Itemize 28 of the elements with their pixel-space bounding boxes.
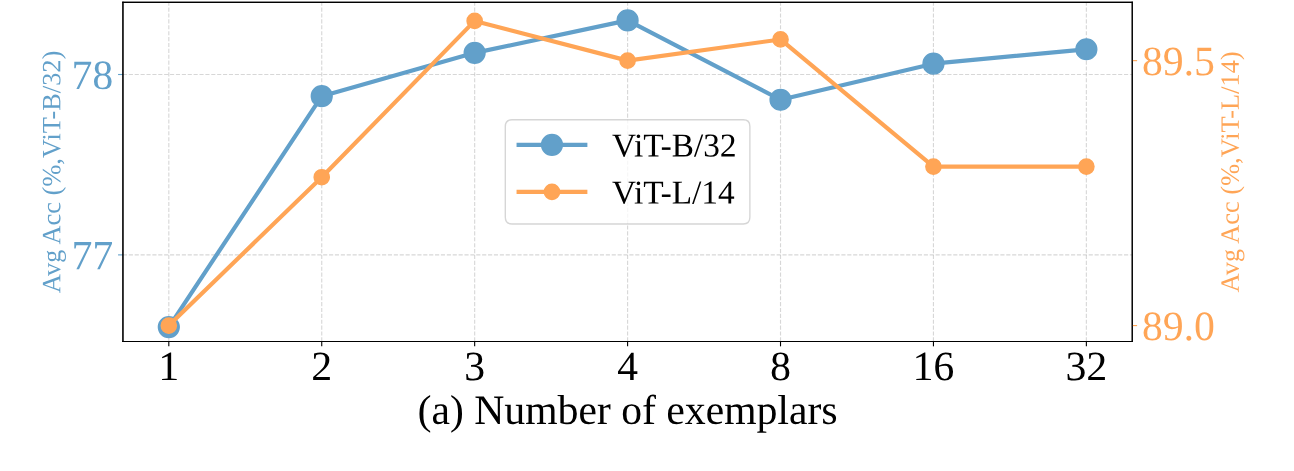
x-tick-label: 32 [1067,352,1105,381]
point [1075,38,1098,61]
point [616,9,639,32]
y2-axis-title: Avg Acc (%,ViT-L/14) [1220,52,1245,293]
x-tick-label: 2 [313,352,330,381]
y2-tick-label: 89.5 [1143,47,1214,76]
x-tick-label: 4 [617,352,638,381]
point [466,12,483,30]
point [313,168,331,186]
y-tick-label: 78 [74,61,112,90]
point [310,85,333,108]
y-axis-title: Avg Acc (%,ViT-B/32) [41,51,66,293]
x-tick-label: 1 [162,352,177,381]
point [772,31,789,48]
point [922,52,945,75]
x-tick-label: 16 [916,352,954,381]
point [769,88,792,111]
x-tick-label: 3 [466,352,484,381]
y-tick-label: 77 [74,242,113,270]
point [619,52,636,69]
point [925,158,942,175]
x-axis-title: (a) Number of exemplars [419,394,837,433]
legend-label: ViT-B/32 [612,134,735,157]
x-tick-label: 8 [771,352,790,381]
point [1078,158,1095,175]
y2-tick-label: 89.0 [1143,312,1214,341]
legend-label: ViT-L/14 [612,181,735,205]
point [463,41,486,64]
